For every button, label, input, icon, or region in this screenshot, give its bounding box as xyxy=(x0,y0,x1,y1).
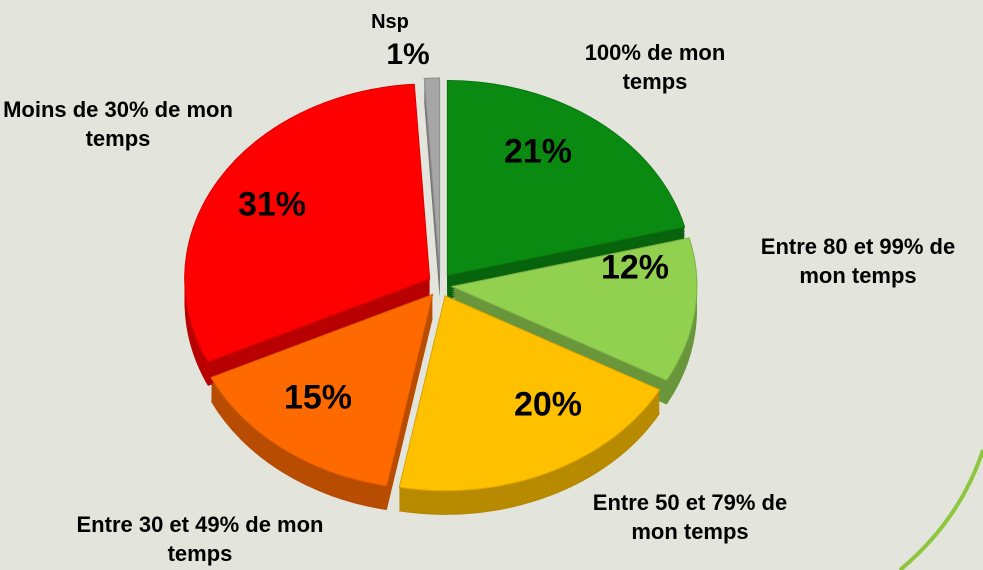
category-label: Entre 30 et 49% de mon temps xyxy=(76,512,324,566)
slice xyxy=(450,237,698,382)
category-label: Entre 80 et 99% de mon temps xyxy=(760,234,956,288)
slice xyxy=(184,83,431,363)
slice xyxy=(210,293,434,487)
category-label: Nsp xyxy=(371,11,409,33)
category-label: Moins de 30% de mon temps xyxy=(3,97,233,151)
category-label: Entre 50 et 79% de mon temps xyxy=(592,490,788,544)
decoration xyxy=(898,449,983,570)
value-label: 15% xyxy=(283,378,353,417)
value-label: 31% xyxy=(237,185,307,224)
value-label: 1% xyxy=(386,38,430,71)
value-label: 20% xyxy=(513,385,583,424)
category-label: 100% de mon temps xyxy=(584,40,726,94)
slice xyxy=(446,80,686,277)
value-label: 12% xyxy=(600,248,670,287)
slice xyxy=(398,295,661,492)
value-label: 21% xyxy=(503,132,573,171)
slice xyxy=(423,77,441,274)
